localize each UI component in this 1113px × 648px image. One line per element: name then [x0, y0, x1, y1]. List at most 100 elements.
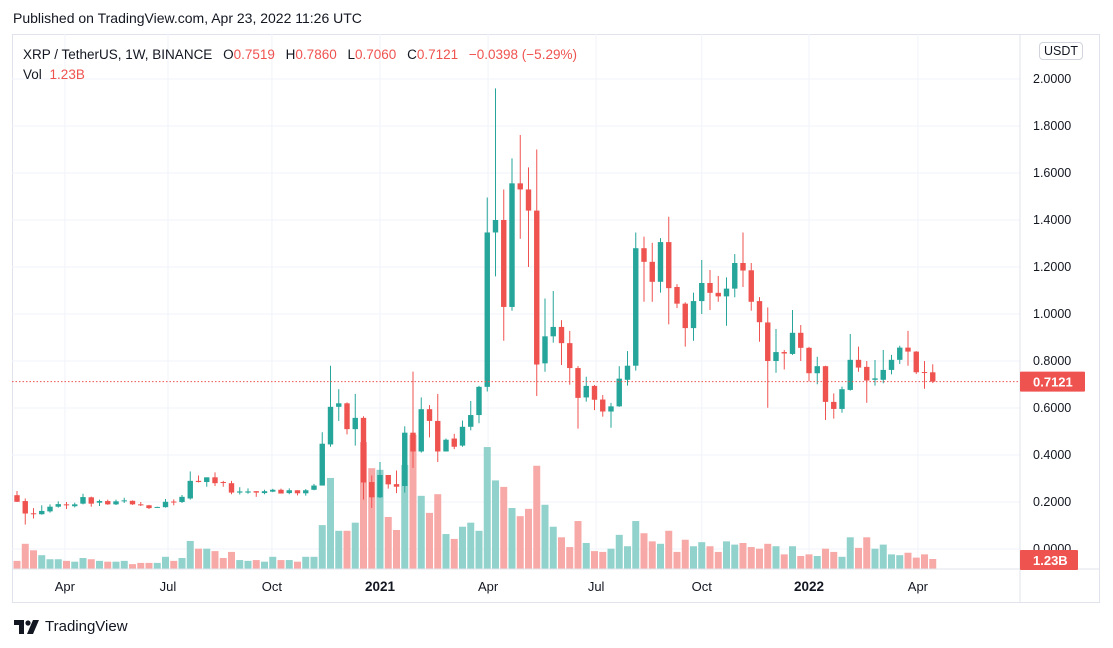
- volume-bar: [79, 558, 87, 569]
- candle: [822, 365, 829, 420]
- volume-bar: [813, 555, 821, 569]
- candle: [484, 197, 490, 392]
- candle-body: [839, 389, 845, 409]
- volume-bar: [203, 548, 211, 569]
- candle: [525, 167, 532, 267]
- candle: [756, 297, 763, 342]
- open-value: 0.7519: [233, 47, 275, 62]
- volume-bar: [549, 526, 557, 569]
- volume-bar: [838, 556, 846, 569]
- volume-label[interactable]: Vol: [23, 67, 42, 82]
- price-tick-label: 0.4000: [1033, 448, 1071, 462]
- volume-bar: [648, 541, 656, 569]
- tradingview-logo-icon: [14, 619, 39, 634]
- candle: [39, 505, 45, 515]
- volume-bar: [54, 559, 62, 569]
- time-tick-label: 2021: [365, 579, 396, 594]
- candle-body: [822, 366, 829, 402]
- volume-bar: [764, 543, 772, 569]
- volume-bar: [153, 562, 161, 569]
- currency-button[interactable]: USDT: [1039, 42, 1084, 60]
- candle: [567, 330, 573, 385]
- volume-bar: [376, 469, 384, 569]
- candle-body: [930, 372, 936, 382]
- candle: [171, 499, 177, 506]
- candle: [96, 499, 103, 506]
- candle: [294, 490, 301, 496]
- candle: [435, 393, 441, 463]
- candle: [847, 333, 853, 391]
- time-tick-label: Jul: [160, 579, 177, 594]
- candle-body: [377, 474, 383, 498]
- volume-bar: [162, 556, 169, 569]
- price-chart[interactable]: 0.00000.20000.40000.60000.80001.00001.20…: [12, 34, 1100, 603]
- candle: [509, 158, 515, 311]
- candle: [806, 346, 812, 382]
- candle-body: [105, 501, 111, 505]
- volume-bar: [21, 543, 29, 569]
- candle-body: [187, 480, 193, 499]
- candle-body: [278, 489, 284, 494]
- close-label: C: [407, 47, 417, 62]
- candle: [872, 360, 878, 386]
- candle-body: [798, 332, 804, 348]
- candle-body: [96, 501, 103, 503]
- volume-bar: [475, 530, 483, 569]
- candle: [699, 259, 705, 314]
- candle-body: [715, 292, 721, 297]
- candle-body: [550, 326, 556, 337]
- volume-bar: [351, 522, 359, 569]
- candle: [80, 493, 86, 505]
- candle: [14, 490, 20, 502]
- price-tick-label: 1.4000: [1033, 213, 1071, 227]
- candle: [633, 232, 639, 371]
- volume-bar: [459, 526, 466, 569]
- volume-bar: [244, 560, 252, 569]
- volume-bar: [690, 546, 697, 569]
- volume-bar: [739, 542, 747, 569]
- candle-body: [245, 491, 251, 493]
- candle-body: [261, 491, 268, 494]
- low-value: 0.7060: [355, 47, 397, 62]
- symbol-title[interactable]: XRP / TetherUS, 1W, BINANCE: [23, 47, 213, 62]
- price-tick-label: 1.0000: [1033, 307, 1071, 321]
- candle: [220, 480, 226, 487]
- candle: [583, 376, 589, 402]
- candle-body: [303, 490, 309, 494]
- volume-bar: [912, 557, 920, 569]
- candle-body: [880, 369, 886, 380]
- volume-bar: [294, 561, 301, 569]
- volume-bar: [96, 560, 103, 569]
- time-tick-label: Jul: [588, 579, 605, 594]
- last-volume-badge: [1020, 550, 1078, 571]
- candle-body: [732, 263, 738, 289]
- tradingview-logo[interactable]: TradingView: [14, 618, 128, 635]
- candle-body: [228, 483, 235, 493]
- candle-body: [567, 343, 573, 369]
- candle: [666, 216, 672, 325]
- candle: [30, 508, 37, 519]
- candle-body: [542, 336, 548, 364]
- volume-bar: [327, 477, 334, 569]
- candle: [187, 471, 193, 500]
- candle-body: [195, 480, 202, 483]
- candle: [534, 149, 540, 397]
- candle-body: [847, 359, 853, 390]
- volume-bar: [591, 551, 598, 569]
- candle-body: [682, 303, 688, 329]
- price-tick-label: 0.8000: [1033, 354, 1071, 368]
- candle: [501, 189, 507, 341]
- candle-body: [674, 286, 680, 304]
- candle: [195, 475, 202, 483]
- candle-body: [616, 378, 622, 407]
- candle: [732, 254, 738, 298]
- candle-body: [253, 491, 259, 493]
- candle: [204, 477, 210, 487]
- tradingview-brand: TradingView: [45, 618, 128, 635]
- candle: [154, 506, 160, 508]
- volume-bar: [871, 548, 879, 569]
- candle: [492, 88, 499, 277]
- candle: [360, 416, 367, 500]
- candle: [63, 502, 70, 510]
- candle-body: [666, 242, 672, 289]
